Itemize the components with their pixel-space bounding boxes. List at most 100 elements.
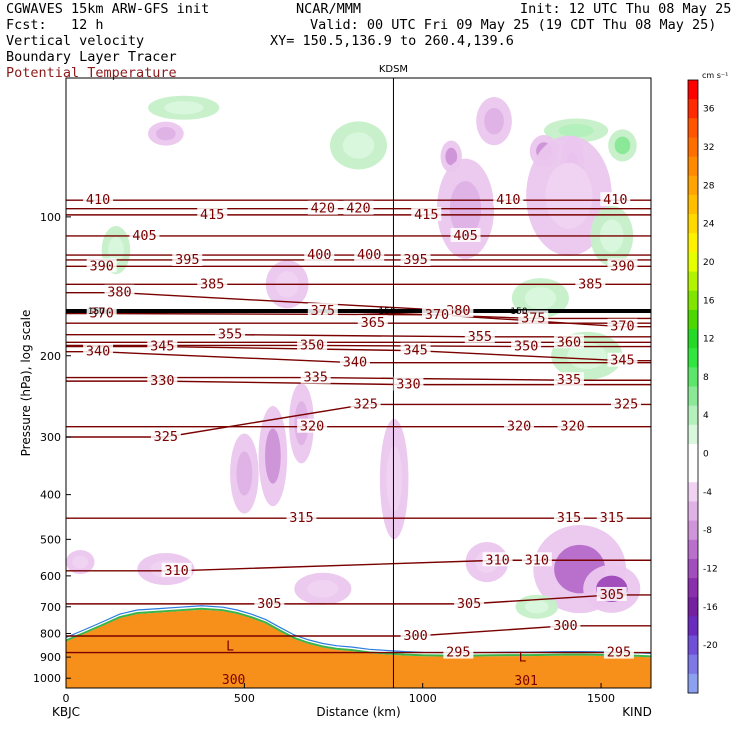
theta-label-bg <box>197 206 228 221</box>
theta-label: 350 <box>514 339 538 355</box>
theta-label: 380 <box>107 285 131 301</box>
velocity-core <box>545 162 593 229</box>
colorbar-swatch <box>688 348 698 368</box>
velocity-core <box>72 555 89 569</box>
theta-label-bg <box>129 227 160 242</box>
theta-label: 310 <box>525 552 549 568</box>
colorbar-label: -4 <box>703 488 712 498</box>
theta-label: 300 <box>553 618 577 634</box>
theta-label: 335 <box>303 370 327 386</box>
y-tick-label: 700 <box>40 601 61 614</box>
theta-label-bg <box>83 343 114 358</box>
theta-label-bg <box>304 247 335 262</box>
colorbar-swatch <box>688 309 698 330</box>
theta-label: 410 <box>86 192 110 208</box>
theta-label: 355 <box>468 329 492 345</box>
theta-label: 345 <box>403 343 427 359</box>
y-axis-title: Pressure (hPa), log scale <box>19 310 33 457</box>
tropopause-label: 150 <box>378 307 395 317</box>
theta-label-bg <box>553 334 584 349</box>
colorbar-swatch <box>688 635 698 656</box>
colorbar-swatch <box>688 482 698 502</box>
theta-label-bg <box>161 562 192 577</box>
station-label: KDSM <box>379 64 408 75</box>
colorbar-label: -12 <box>703 564 718 574</box>
theta-label: 315 <box>600 510 624 526</box>
colorbar-swatch <box>688 99 698 119</box>
colorbar-swatch <box>688 501 698 522</box>
theta-label-bg <box>350 396 381 411</box>
theta-label-bg <box>550 617 581 632</box>
colorbar-swatch <box>688 558 698 579</box>
theta-label-bg <box>297 418 328 433</box>
theta-label: 320 <box>560 419 584 435</box>
velocity-core <box>484 107 504 135</box>
forecast-hour: Fcst: 12 h <box>6 17 104 33</box>
velocity-core <box>614 136 631 155</box>
colorbar-swatch <box>688 290 698 311</box>
y-tick-label: 900 <box>40 651 61 664</box>
velocity-core <box>164 101 204 115</box>
x-tick-label: 1500 <box>587 692 615 705</box>
theta-label: 305 <box>457 596 481 612</box>
theta-label-bg <box>450 227 481 242</box>
theta-label: 375 <box>311 303 335 319</box>
colorbar-swatch <box>688 616 698 637</box>
theta-label-bg <box>518 310 549 325</box>
theta-label-bg <box>104 284 135 299</box>
theta-label: 370 <box>610 319 634 335</box>
colorbar-swatch <box>688 194 698 215</box>
theta-label: 415 <box>414 207 438 223</box>
colorbar-swatch <box>688 654 698 675</box>
y-tick-label: 300 <box>40 431 61 444</box>
theta-label: 385 <box>200 276 224 292</box>
theta-label-bg <box>147 373 178 388</box>
theta-label-bg <box>297 337 328 352</box>
theta-label-bg <box>607 352 638 367</box>
theta-label-bg <box>300 369 331 384</box>
theta-label: 420 <box>311 201 335 217</box>
theta-label-bg <box>147 338 178 353</box>
colorbar-swatch <box>688 175 698 196</box>
colorbar-label: 0 <box>703 450 709 460</box>
x-tick-label: 1000 <box>409 692 437 705</box>
theta-label: 410 <box>496 192 520 208</box>
theta-label-bg <box>357 315 388 330</box>
theta-label: 385 <box>578 276 602 292</box>
velocity-core <box>307 579 339 598</box>
theta-label-bg <box>553 510 584 525</box>
theta-label: 395 <box>403 252 427 268</box>
theta-label-bg <box>393 376 424 391</box>
field-boundary-layer-tracer: Boundary Layer Tracer <box>6 49 177 65</box>
theta-label-bg <box>603 644 634 659</box>
theta-label-bg <box>607 318 638 333</box>
y-tick-label: 400 <box>40 489 61 502</box>
theta-label-bg <box>557 418 588 433</box>
theta-label: 390 <box>89 258 113 274</box>
x-end-station: KIND <box>622 705 652 719</box>
theta-label-bg <box>343 200 374 215</box>
init-time: Init: 12 UTC Thu 08 May 25 <box>520 1 732 17</box>
theta-label: 340 <box>86 344 110 360</box>
tropopause-label: 150 <box>88 307 105 317</box>
theta-label: 335 <box>557 372 581 388</box>
colorbar-swatch <box>688 156 698 177</box>
theta-label: 395 <box>175 252 199 268</box>
theta-label: 305 <box>257 596 281 612</box>
theta-label-bg <box>307 303 338 318</box>
theta-label-bg <box>511 338 542 353</box>
theta-label-bg <box>482 552 513 567</box>
theta-label: 320 <box>300 419 324 435</box>
colorbar-label: 28 <box>703 181 715 191</box>
colorbar-swatch <box>688 443 698 464</box>
theta-contour-300 <box>66 625 651 637</box>
theta-label-bg <box>464 328 495 343</box>
theta-label: 330 <box>396 377 420 393</box>
theta-label: 380 <box>446 303 470 319</box>
colorbar-swatch <box>688 118 698 138</box>
velocity-core <box>524 287 557 310</box>
theta-label-bg <box>215 326 246 341</box>
theta-label: 295 <box>446 645 470 661</box>
theta-label-bg <box>86 305 117 320</box>
terrain-label: L <box>519 651 527 666</box>
